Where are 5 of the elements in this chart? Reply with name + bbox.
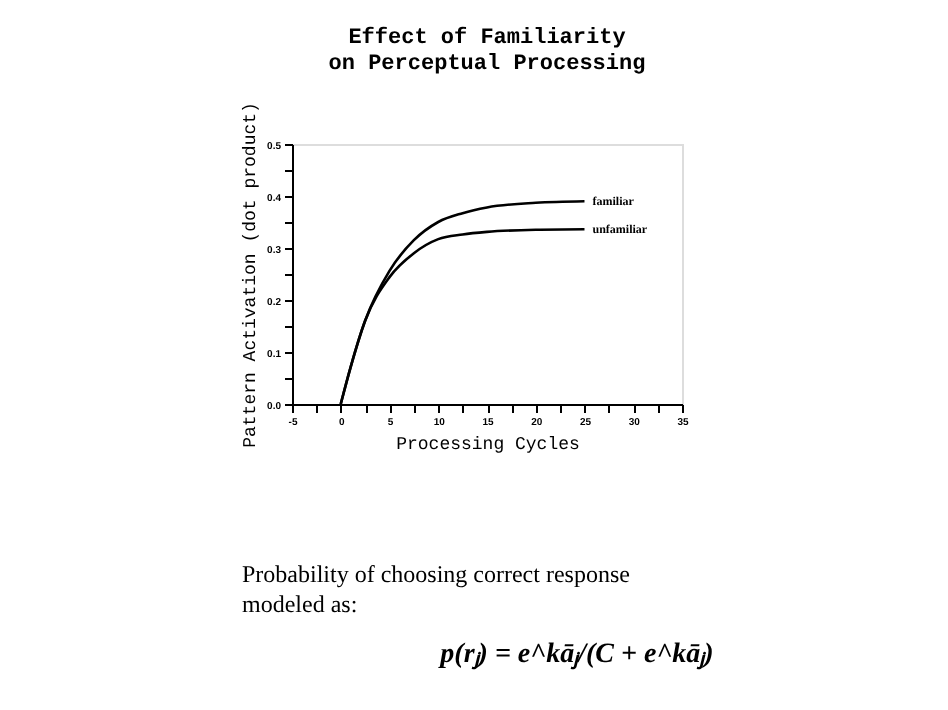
text: Probability of choosing correct response modeled as: <box>242 560 630 618</box>
text: p(rⱼ) = e^kāⱼ/(C + e^kāⱼ) <box>438 640 714 670</box>
x-axis-title: Processing Cycles <box>396 435 580 455</box>
chart-title: Effect of Familiarity on Perceptual Processing <box>328 25 646 78</box>
y-axis-title: Pattern Activation (dot product) <box>241 102 262 448</box>
